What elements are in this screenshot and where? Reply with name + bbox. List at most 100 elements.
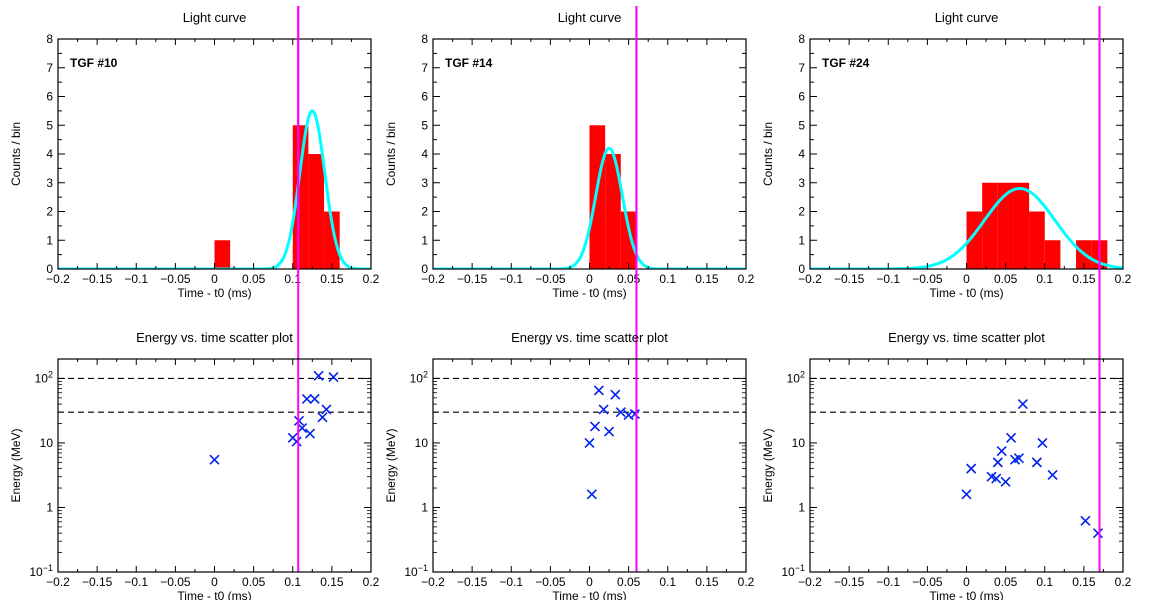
- chart-title: Light curve: [558, 10, 622, 25]
- y-tick-label: 4: [421, 147, 428, 161]
- y-tick-label: 6: [798, 90, 805, 104]
- scatter-point: [991, 473, 1002, 484]
- x-axis-label: Time - t0 (ms): [552, 589, 626, 600]
- histogram-bar: [214, 240, 231, 269]
- y-tick-label: 7: [46, 61, 53, 75]
- x-tick-label: −0.1: [499, 272, 523, 286]
- scatter-point: [321, 404, 332, 415]
- x-tick-label: 0.2: [738, 575, 755, 589]
- x-tick-label: 0.15: [695, 575, 719, 589]
- tgf-annotation: TGF #14: [445, 56, 493, 70]
- x-tick-label: −0.15: [82, 272, 113, 286]
- x-tick-label: 0.1: [1036, 272, 1053, 286]
- histogram-bar: [605, 154, 621, 269]
- y-tick-label: 1: [798, 233, 805, 247]
- scatter-point: [291, 436, 302, 447]
- y-tick-label: 5: [421, 118, 428, 132]
- x-tick-label: −0.05: [160, 272, 191, 286]
- y-tick-label: 1: [421, 233, 428, 247]
- x-tick-label: −0.15: [457, 575, 488, 589]
- y-tick-label: 102: [410, 369, 428, 385]
- gaussian-fit-line: [433, 146, 746, 269]
- x-tick-label: 0.2: [363, 272, 380, 286]
- x-tick-label: 0.15: [1072, 272, 1096, 286]
- scatter-point: [304, 428, 316, 439]
- x-axis-label: Time - t0 (ms): [929, 286, 1003, 300]
- panel-6: −0.2 −0.15 −0.1 −0.05 0 0.05 0.1 0.15 0.210−1110…: [761, 6, 1132, 600]
- x-tick-label: 0.15: [320, 272, 344, 286]
- x-tick-label: 0.2: [1115, 272, 1132, 286]
- x-axis-label: Time - t0 (ms): [177, 589, 251, 600]
- x-tick-label: −0.15: [834, 575, 865, 589]
- scatter-point: [1092, 528, 1104, 539]
- y-tick-label: 8: [421, 32, 428, 46]
- y-tick-label: 7: [798, 61, 805, 75]
- scatter-point: [603, 426, 615, 437]
- scatter-point: [996, 445, 1007, 457]
- scatter-point: [598, 404, 609, 415]
- y-tick-label: 10−1: [781, 563, 805, 579]
- y-axis-label: Counts / bin: [9, 122, 23, 186]
- y-tick-label: 102: [35, 369, 53, 385]
- x-tick-label: 0.05: [617, 272, 641, 286]
- y-tick-label: 1: [46, 233, 53, 247]
- y-axis-label: Counts / bin: [761, 122, 775, 186]
- x-tick-label: −0.2: [421, 272, 445, 286]
- x-tick-label: 0: [963, 575, 970, 589]
- x-tick-label: −0.1: [876, 575, 900, 589]
- x-tick-label: −0.1: [124, 575, 148, 589]
- y-tick-label: 1: [421, 500, 428, 514]
- x-tick-label: −0.1: [499, 575, 523, 589]
- x-tick-label: 0: [211, 272, 218, 286]
- gaussian-fit-line: [810, 186, 1123, 269]
- histogram-bar: [1013, 182, 1030, 269]
- y-tick-label: 10: [40, 436, 54, 450]
- scatter-point: [328, 371, 339, 383]
- axes-frame: [432, 358, 747, 573]
- plot-area: [810, 182, 1123, 269]
- x-tick-label: −0.2: [46, 575, 70, 589]
- x-tick-label: 0.05: [617, 575, 641, 589]
- panel-4: −0.2 −0.15 −0.1 −0.05 0 0.05 0.1 0.15 0.210−1110…: [9, 6, 380, 600]
- chart-title: Light curve: [183, 10, 247, 25]
- plot-area: [58, 109, 371, 269]
- x-tick-label: −0.1: [876, 272, 900, 286]
- y-tick-label: 6: [46, 90, 53, 104]
- y-tick-label: 102: [787, 369, 805, 385]
- scatter-point: [1013, 453, 1024, 464]
- histogram-bar: [324, 211, 340, 269]
- scatter-point: [313, 370, 324, 381]
- chart-title: Energy vs. time scatter plot: [511, 330, 668, 345]
- scatter-point: [584, 437, 595, 449]
- scatter-point: [589, 421, 601, 432]
- y-tick-label: 1: [798, 500, 805, 514]
- y-tick-label: 0: [46, 262, 53, 276]
- x-tick-label: 0: [963, 272, 970, 286]
- x-tick-label: −0.2: [46, 272, 70, 286]
- scatter-point: [629, 409, 640, 420]
- scatter-point: [317, 412, 328, 423]
- x-tick-label: 0: [211, 575, 218, 589]
- histogram-bar: [1044, 240, 1061, 269]
- y-tick-label: 7: [421, 61, 428, 75]
- x-tick-label: −0.1: [124, 272, 148, 286]
- x-tick-label: −0.15: [834, 272, 865, 286]
- y-tick-label: 5: [46, 118, 53, 132]
- scatter-point: [966, 463, 977, 474]
- chart-title: Energy vs. time scatter plot: [888, 330, 1045, 345]
- y-tick-label: 3: [798, 176, 805, 190]
- y-tick-label: 6: [421, 90, 428, 104]
- y-tick-label: 10: [415, 436, 429, 450]
- plot-area: [433, 377, 746, 500]
- scatter-point: [1047, 469, 1058, 480]
- x-tick-label: −0.05: [160, 575, 191, 589]
- axes-frame: [809, 358, 1124, 573]
- tgf-annotation: TGF #10: [70, 56, 118, 70]
- x-tick-label: 0: [586, 575, 593, 589]
- y-tick-label: 4: [46, 147, 53, 161]
- x-tick-label: 0.1: [1036, 575, 1053, 589]
- histogram-bar: [997, 182, 1014, 269]
- x-tick-label: 0.05: [994, 272, 1018, 286]
- panel-5: −0.2 −0.15 −0.1 −0.05 0 0.05 0.1 0.15 0.210−1110…: [384, 6, 755, 600]
